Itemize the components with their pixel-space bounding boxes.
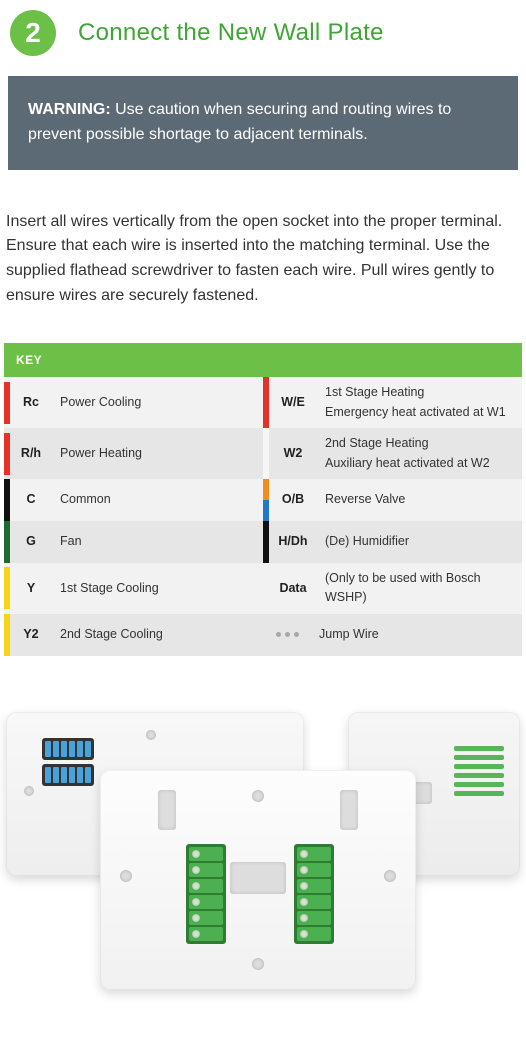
key-cell: Data(Only to be used with Bosch WSHP) [263, 563, 522, 614]
instruction-text: Insert all wires vertically from the ope… [4, 210, 522, 343]
jump-wire-icon [263, 614, 311, 656]
key-code: W/E [269, 377, 317, 428]
key-code: Data [269, 563, 317, 614]
key-description: Reverse Valve [317, 479, 522, 521]
terminal-strip-icon [42, 738, 94, 760]
key-cell: RcPower Cooling [4, 377, 263, 428]
key-code: W2 [269, 428, 317, 479]
key-cell: Y1st Stage Cooling [4, 563, 263, 614]
key-description: Power Cooling [52, 382, 263, 424]
key-cell: W/E1st Stage HeatingEmergency heat activ… [263, 377, 522, 428]
vent-icon [454, 746, 504, 796]
warning-label: WARNING: [28, 101, 111, 118]
table-row: Y1st Stage CoolingData(Only to be used w… [4, 563, 522, 614]
key-description: Common [52, 479, 263, 521]
key-cell: GFan [4, 521, 263, 563]
key-description: 2nd Stage HeatingAuxiliary heat activate… [317, 428, 522, 479]
key-cell: R/hPower Heating [4, 428, 263, 479]
wall-plate-front [100, 770, 416, 990]
key-description: Fan [52, 521, 263, 563]
table-row: Y22nd Stage Cooling Jump Wire [4, 614, 522, 656]
key-description: 2nd Stage Cooling [52, 614, 263, 656]
key-code: G [10, 521, 52, 563]
wall-plate-illustration [4, 706, 522, 1006]
section-title: Connect the New Wall Plate [78, 14, 384, 51]
key-heading: KEY [4, 343, 522, 378]
key-code: C [10, 479, 52, 521]
key-description: Power Heating [52, 433, 263, 475]
green-terminal-left-icon [186, 844, 226, 944]
key-description: 1st Stage HeatingEmergency heat activate… [317, 377, 522, 428]
key-description: (Only to be used with Bosch WSHP) [317, 563, 522, 614]
key-cell: W22nd Stage HeatingAuxiliary heat activa… [263, 428, 522, 479]
key-table: RcPower CoolingW/E1st Stage HeatingEmerg… [4, 377, 522, 655]
table-row: CCommonO/BReverse Valve [4, 479, 522, 521]
warning-box: WARNING: Use caution when securing and r… [8, 76, 518, 170]
key-cell: H/Dh(De) Humidifier [263, 521, 522, 563]
green-terminal-right-icon [294, 844, 334, 944]
step-number: 2 [25, 11, 41, 54]
key-cell: CCommon [4, 479, 263, 521]
key-code: O/B [269, 479, 317, 521]
table-row: R/hPower HeatingW22nd Stage HeatingAuxil… [4, 428, 522, 479]
key-description: (De) Humidifier [317, 521, 522, 563]
key-cell: Jump Wire [263, 614, 522, 656]
step-badge: 2 [10, 10, 56, 56]
key-cell: O/BReverse Valve [263, 479, 522, 521]
key-cell: Y22nd Stage Cooling [4, 614, 263, 656]
key-code: H/Dh [269, 521, 317, 563]
key-code: Y [10, 567, 52, 609]
table-row: RcPower CoolingW/E1st Stage HeatingEmerg… [4, 377, 522, 428]
key-code: Rc [10, 382, 52, 424]
key-code: R/h [10, 433, 52, 475]
key-section: KEY RcPower CoolingW/E1st Stage HeatingE… [4, 343, 522, 656]
key-description: Jump Wire [311, 614, 522, 656]
table-row: GFanH/Dh(De) Humidifier [4, 521, 522, 563]
key-description: 1st Stage Cooling [52, 567, 263, 609]
terminal-strip-icon [42, 764, 94, 786]
section-header: 2 Connect the New Wall Plate [4, 0, 522, 76]
key-code: Y2 [10, 614, 52, 656]
